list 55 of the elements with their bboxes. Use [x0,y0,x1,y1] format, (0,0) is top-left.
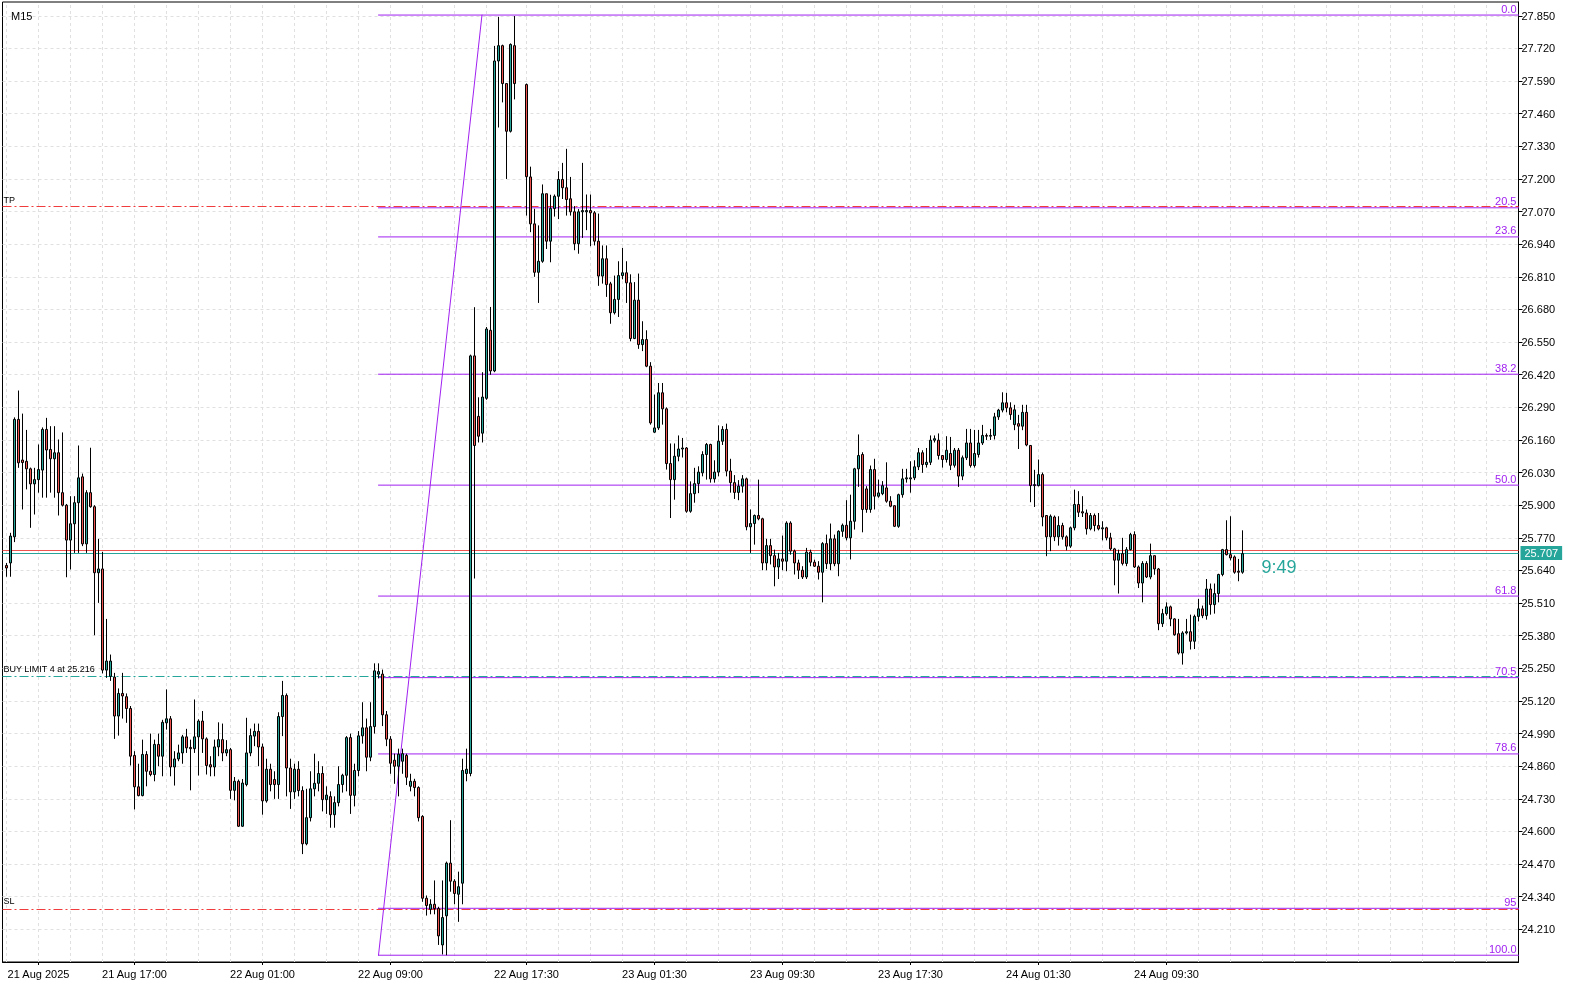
x-tick-label: 21 Aug 17:00 [102,967,167,980]
y-tick-label: 27.460 [1521,107,1556,120]
y-tick-label: 26.550 [1521,336,1556,349]
x-tick-label: 24 Aug 09:30 [1134,967,1199,980]
x-tick-label: 23 Aug 01:30 [622,967,687,980]
series-label: 61.8 [1495,583,1517,596]
y-tick-label: 25.120 [1521,694,1556,707]
y-tick-label: 24.730 [1521,792,1556,805]
text: M15 [11,9,33,22]
y-tick-label: 27.330 [1521,140,1556,153]
y-tick-label: 25.900 [1521,499,1556,512]
y-tick-label: 26.680 [1521,303,1556,316]
x-tick-label: 24 Aug 01:30 [1006,967,1071,980]
x-tick-label: 22 Aug 17:30 [494,967,559,980]
y-tick-label: 27.720 [1521,42,1556,55]
series-label: 23.6 [1495,224,1517,237]
series-label: 20.5 [1495,195,1517,208]
x-tick-label: 23 Aug 09:30 [750,967,815,980]
y-tick-label: 25.640 [1521,564,1556,577]
x-tick-label: 22 Aug 09:00 [358,967,423,980]
y-tick-label: 25.770 [1521,531,1556,544]
y-tick-label: 27.070 [1521,205,1556,218]
x-tick-label: 21 Aug 2025 [7,967,70,980]
y-tick-label: 26.160 [1521,433,1556,446]
series-label: 70.5 [1495,665,1517,678]
series-label: 100.0 [1488,942,1517,955]
y-tick-label: 27.850 [1521,9,1556,22]
x-tick-label: 22 Aug 01:00 [230,967,295,980]
ref-line-label: SL [3,895,15,906]
ref-line-label: BUY LIMIT 4 at 25.216 [3,664,95,675]
y-tick-label: 24.600 [1521,825,1556,838]
y-tick-label: 24.210 [1521,923,1556,936]
y-tick-label: 24.990 [1521,727,1556,740]
series-label: 78.6 [1495,741,1517,754]
y-tick-label: 26.940 [1521,238,1556,251]
ref-line-label: TP [3,195,16,206]
y-tick-label: 25.380 [1521,629,1556,642]
x-tick-label: 23 Aug 17:30 [878,967,943,980]
y-tick-label: 24.470 [1521,858,1556,871]
y-tick-label: 26.810 [1521,270,1556,283]
series-label: 95 [1504,895,1517,908]
series-label: 50.0 [1495,472,1517,485]
y-tick-label: 24.340 [1521,890,1556,903]
y-tick-label: 25.250 [1521,662,1556,675]
y-tick-label: 24.860 [1521,760,1556,773]
y-tick-label: 26.420 [1521,368,1556,381]
series-label: 0.0 [1501,2,1517,15]
y-tick-label: 26.290 [1521,401,1556,414]
y-tick-label: 27.200 [1521,172,1556,185]
series-label: 38.2 [1495,361,1517,374]
y-tick-label: 26.030 [1521,466,1556,479]
annotation: 9:49 [1261,556,1297,577]
y-tick-label: 25.510 [1521,597,1556,610]
y-tick-label: 27.590 [1521,75,1556,88]
ref-line-label: 25.707 [1524,546,1559,559]
